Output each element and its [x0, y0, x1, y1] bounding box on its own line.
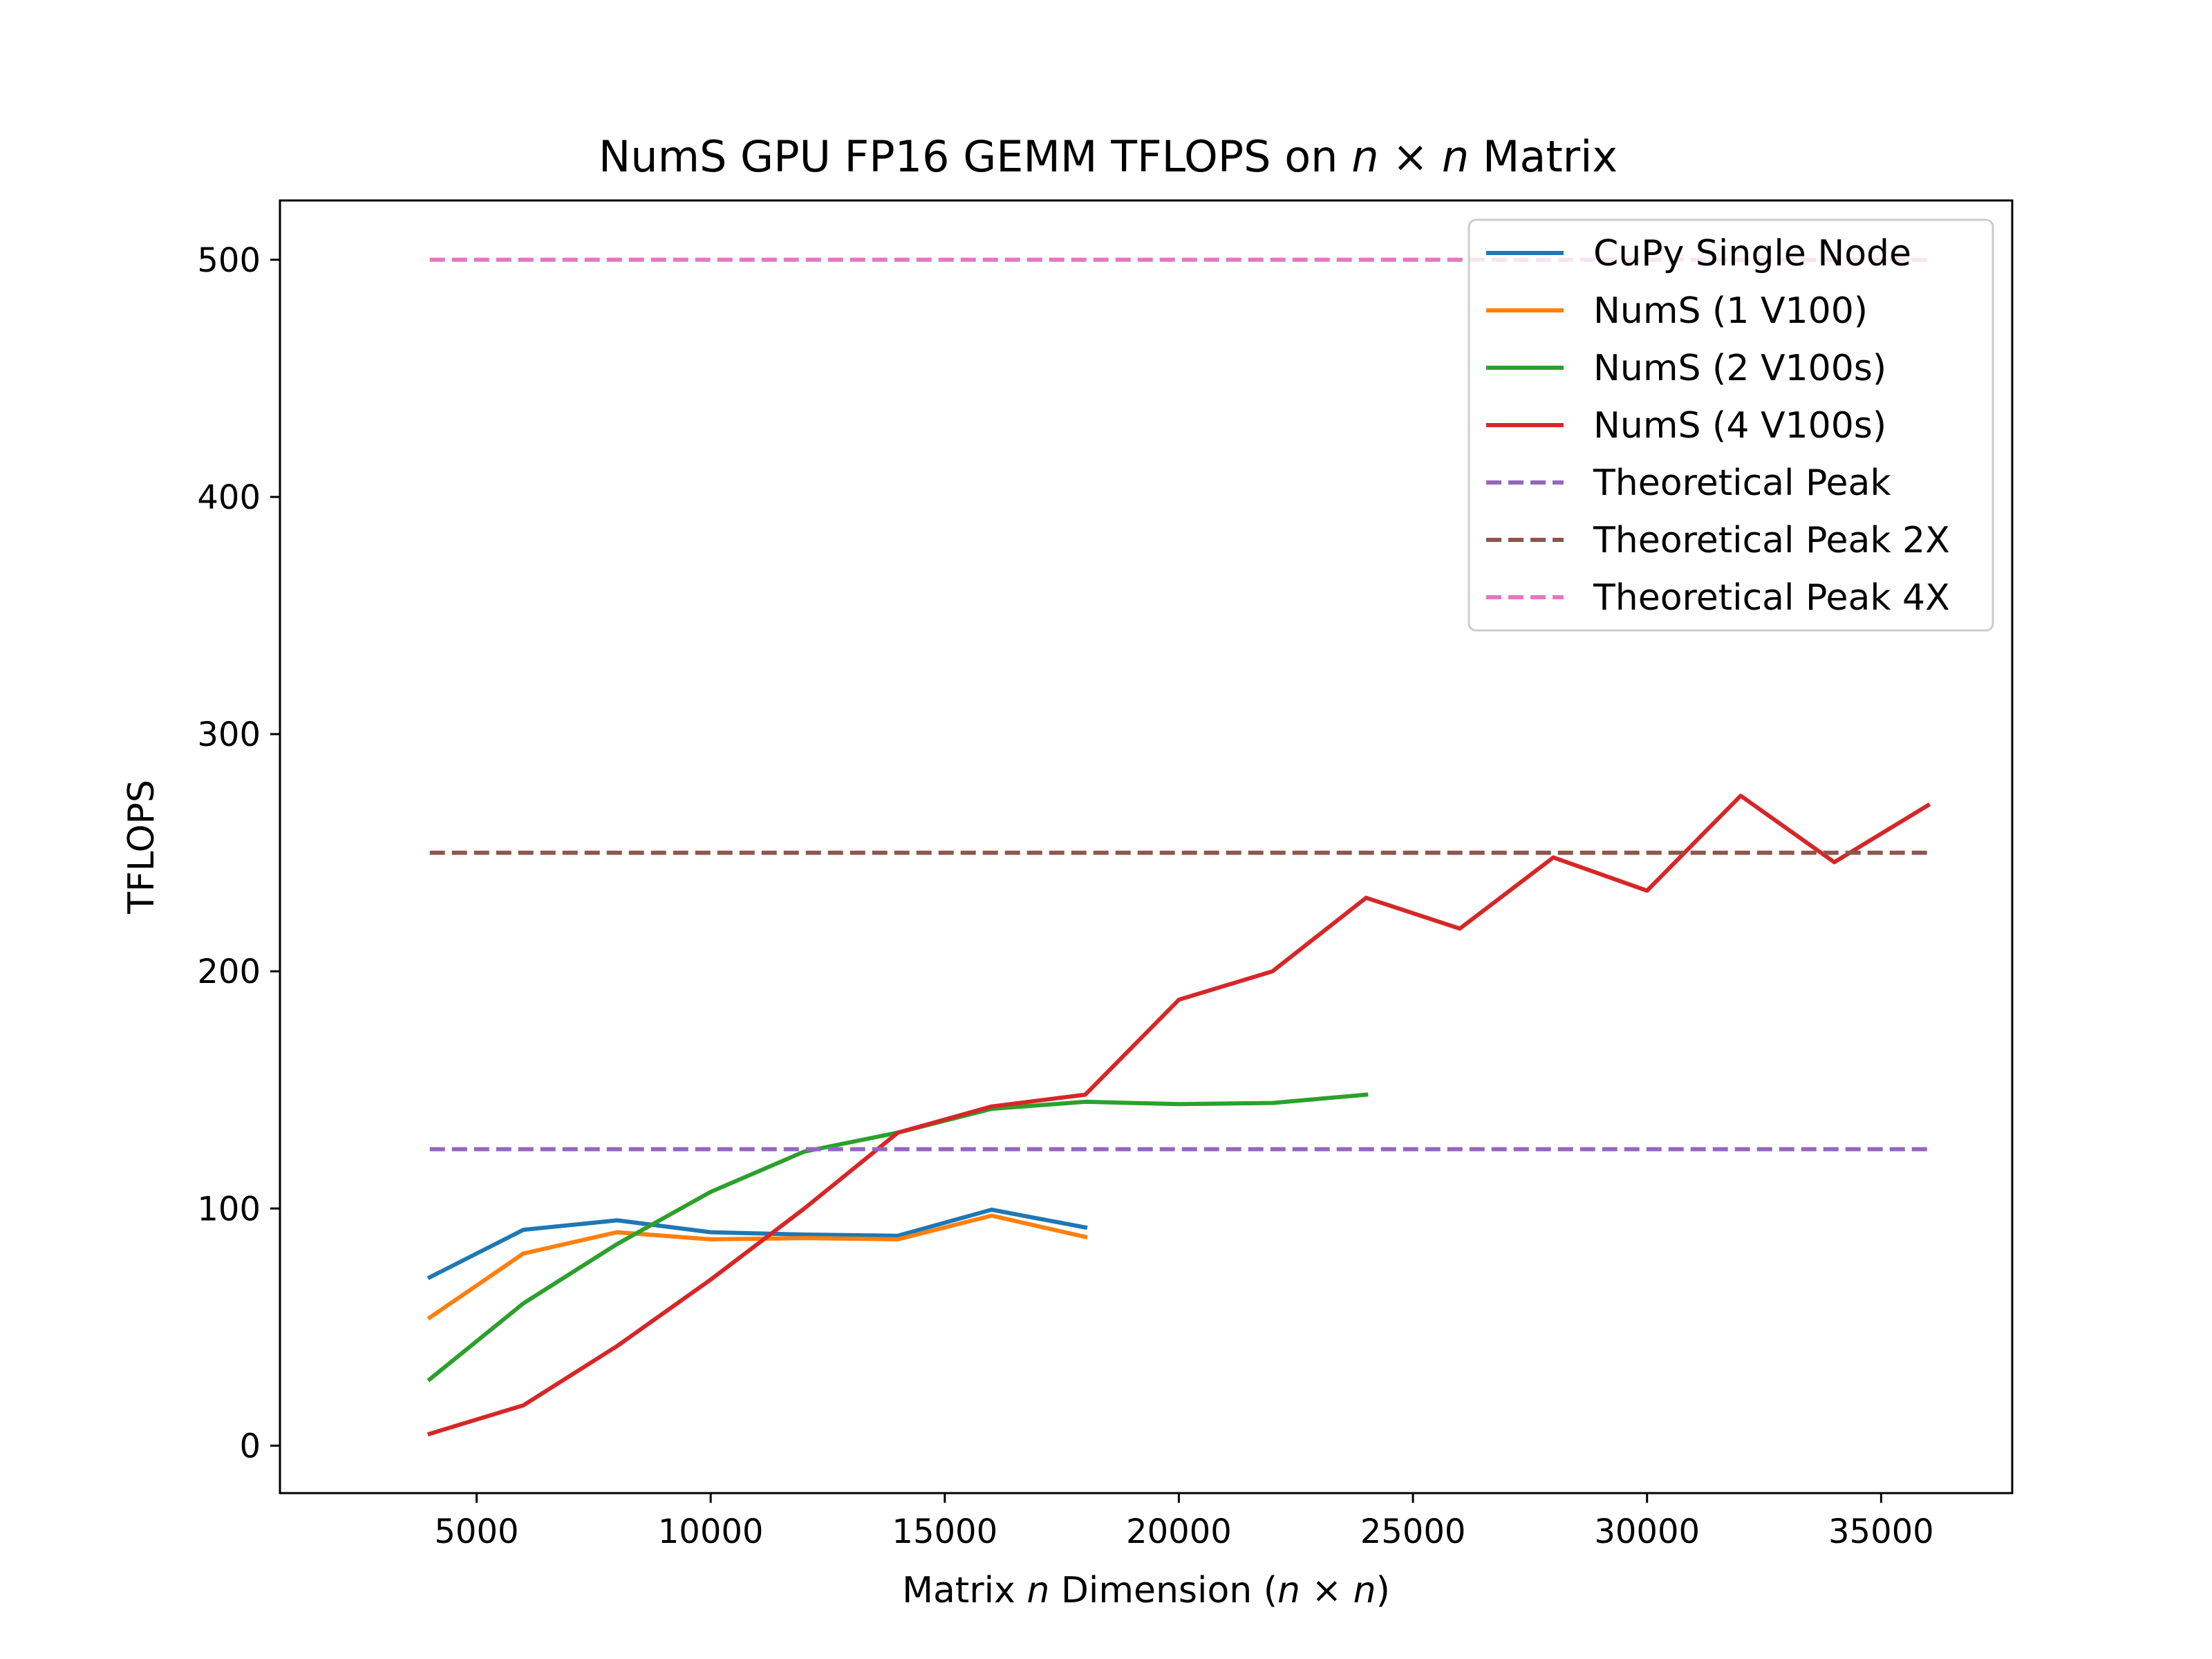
y-tick-label: 400: [197, 478, 261, 517]
x-tick-label: 35000: [1828, 1512, 1934, 1551]
x-axis-label: Matrix n Dimension (n × n): [902, 1570, 1390, 1611]
y-tick-label: 0: [239, 1427, 261, 1465]
x-tick-label: 20000: [1126, 1512, 1232, 1551]
series-line-nums-4-v100s: [427, 794, 1931, 1436]
x-tick-label: 15000: [892, 1512, 997, 1551]
x-tick-label: 30000: [1594, 1512, 1700, 1551]
y-tick-label: 200: [197, 953, 261, 991]
legend-label-nums-2-v100s: NumS (2 V100s): [1593, 348, 1886, 389]
legend: CuPy Single Node NumS (1 V100) NumS (2 V10…: [1468, 218, 1994, 632]
legend-label-theoretical-peak-4x: Theoretical Peak 4X: [1593, 577, 1950, 619]
x-tick-label: 5000: [434, 1512, 518, 1551]
y-tick-label: 300: [197, 715, 261, 754]
x-tick-label: 25000: [1360, 1512, 1466, 1551]
y-tick-label: 500: [197, 241, 261, 280]
legend-label-cupy-single-node: CuPy Single Node: [1593, 233, 1911, 274]
legend-box: [1468, 218, 1994, 632]
series-line-nums-1-v100: [427, 1213, 1088, 1321]
x-axis-ticks: 5000 10000 15000 20000 25000 30000 35000: [434, 1493, 1934, 1551]
chart-title: NumS GPU FP16 GEMM TFLOPS on n × n Matri…: [599, 131, 1618, 182]
plot-area-frame: [279, 199, 2014, 1494]
legend-label-theoretical-peak-2x: Theoretical Peak 2X: [1593, 520, 1950, 561]
y-axis-label: TFLOPS: [121, 780, 162, 915]
legend-items: CuPy Single Node NumS (1 V100) NumS (2 V10…: [1486, 233, 1950, 619]
series-line-cupy-single-node: [427, 1208, 1088, 1280]
legend-label-nums-1-v100: NumS (1 V100): [1593, 290, 1868, 332]
x-tick-label: 10000: [658, 1512, 764, 1551]
y-tick-label: 100: [197, 1190, 261, 1228]
legend-label-nums-4-v100s: NumS (4 V100s): [1593, 405, 1886, 447]
y-axis-ticks: 0 100 200 300 400 500: [197, 241, 280, 1465]
legend-label-theoretical-peak: Theoretical Peak: [1593, 462, 1891, 504]
